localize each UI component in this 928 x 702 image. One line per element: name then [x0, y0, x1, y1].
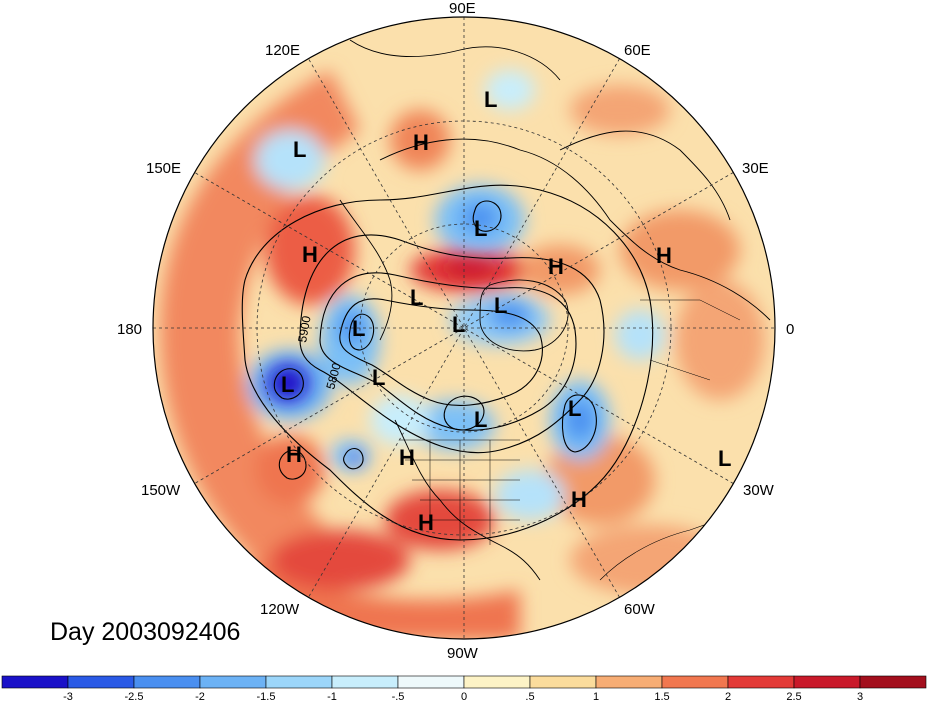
colorbar: -3 -2.5 -2 -1.5 -1 -.5 0 .5 1 1.5 2 2.5 3 [1, 675, 927, 702]
pressure-center-L: L [718, 446, 731, 471]
pressure-center-L: L [281, 372, 294, 397]
pressure-center-L: L [372, 365, 385, 390]
colorbar-tick-label: 1.5 [654, 691, 669, 702]
colorbar-tick-label: 2 [725, 691, 731, 702]
lon-label-120e: 120E [265, 42, 300, 59]
pressure-center-L: L [474, 407, 487, 432]
contour-label-5900: 5900 [295, 314, 313, 343]
pressure-center-H: H [548, 254, 564, 279]
colorbar-swatch [793, 675, 861, 689]
colorbar-tick-label: -2 [195, 691, 205, 702]
colorbar-tick-label: -2.5 [125, 691, 144, 702]
lon-label-150e: 150E [146, 160, 181, 177]
colorbar-swatch [463, 675, 531, 689]
pressure-center-H: H [418, 510, 434, 535]
colorbar-tick-label: .5 [525, 691, 534, 702]
contour-label-5800: 5800 [323, 361, 344, 391]
pressure-center-H: H [286, 442, 302, 467]
lon-label-180: 180 [117, 321, 142, 338]
colorbar-swatch [133, 675, 201, 689]
lon-label-60w: 60W [624, 601, 656, 618]
colorbar-swatch [727, 675, 795, 689]
lon-label-90e: 90E [449, 0, 476, 17]
map-boundary [152, 16, 776, 640]
lon-label-30w: 30W [743, 482, 775, 499]
pressure-center-L: L [410, 285, 423, 310]
colorbar-tick-label: 2.5 [786, 691, 801, 702]
anomaly-field [153, 17, 775, 639]
colorbar-swatch [199, 675, 267, 689]
lon-label-30e: 30E [742, 160, 769, 177]
colorbar-swatch [595, 675, 663, 689]
graticule [153, 17, 775, 639]
colorbar-swatch [265, 675, 333, 689]
pressure-center-H: H [302, 242, 318, 267]
colorbar-swatch [859, 675, 927, 689]
lon-label-150w: 150W [141, 482, 181, 499]
lon-label-120w: 120W [260, 601, 300, 618]
lon-label-0: 0 [786, 321, 794, 338]
colorbar-tick-label: -1 [327, 691, 337, 702]
pressure-center-L: L [352, 316, 365, 341]
pressure-center-L: L [568, 396, 581, 421]
pressure-center-H: H [413, 130, 429, 155]
coastlines [339, 39, 771, 581]
colorbar-tick-label: -3 [63, 691, 73, 702]
colorbar-swatch [67, 675, 135, 689]
colorbar-tick-label: -1.5 [257, 691, 276, 702]
pressure-centers: L H L L H H H L L L L L L L L H H L H H [281, 87, 731, 535]
pressure-center-L: L [494, 293, 507, 318]
colorbar-swatch [529, 675, 597, 689]
pressure-center-L: L [293, 137, 306, 162]
colorbar-swatch [661, 675, 729, 689]
pressure-center-L: L [452, 312, 465, 337]
plot-title: Day 2003092406 [50, 618, 241, 646]
pressure-center-H: H [656, 243, 672, 268]
height-contours [241, 184, 654, 541]
colorbar-tick-label: 3 [857, 691, 863, 702]
contour-labels: 5900 5800 [295, 314, 344, 390]
colorbar-swatch [331, 675, 399, 689]
longitude-labels: 90E 60E 30E 0 30W 60W 90W 120W 150W 180 … [117, 0, 794, 662]
colorbar-tick-label: 1 [593, 691, 599, 702]
colorbar-tick-label: -.5 [392, 691, 405, 702]
colorbar-tick-label: 0 [461, 691, 467, 702]
pressure-center-H: H [399, 445, 415, 470]
pressure-center-H: H [571, 487, 587, 512]
lon-label-60e: 60E [624, 42, 651, 59]
pressure-center-L: L [484, 87, 497, 112]
colorbar-swatch [397, 675, 465, 689]
lon-label-90w: 90W [447, 645, 479, 662]
colorbar-swatch [1, 675, 69, 689]
pressure-center-L: L [474, 216, 487, 241]
